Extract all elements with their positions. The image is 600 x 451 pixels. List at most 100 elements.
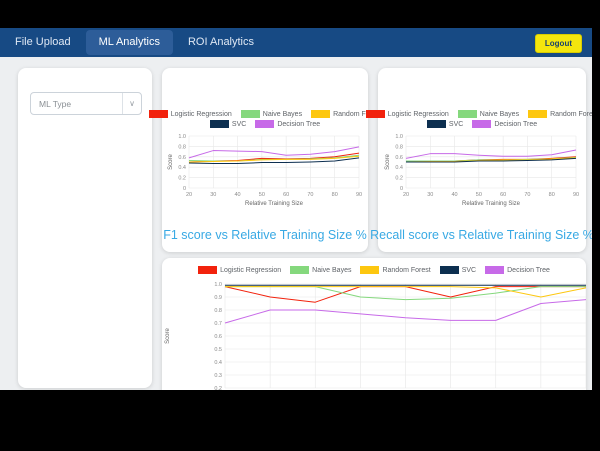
legend-item-svc[interactable]: SVC (426, 120, 464, 128)
legend-item-random-forest[interactable]: Random Forest (311, 110, 381, 118)
legend-label: Naive Bayes (312, 266, 352, 274)
ml-type-select[interactable]: ML Type ∨ (30, 92, 142, 115)
legend-label: SVC (461, 266, 477, 274)
legend-label: Decision Tree (507, 266, 550, 274)
svg-text:Relative Training Size: Relative Training Size (245, 201, 304, 207)
legend-swatch (528, 110, 548, 118)
legend-label: Random Forest (382, 266, 431, 274)
legend-swatch (360, 266, 380, 274)
svg-text:80: 80 (549, 192, 555, 198)
svg-text:90: 90 (573, 192, 579, 198)
legend-item-random-forest[interactable]: Random Forest (360, 266, 431, 274)
legend-label: Decision Tree (494, 120, 538, 128)
svg-text:1.0: 1.0 (178, 134, 186, 140)
tab-ml-analytics[interactable]: ML Analytics (85, 30, 173, 55)
svg-text:70: 70 (307, 192, 313, 198)
svg-text:40: 40 (452, 192, 458, 198)
svg-text:0: 0 (183, 186, 186, 192)
svg-text:50: 50 (476, 192, 482, 198)
svg-text:0.4: 0.4 (214, 360, 222, 366)
legend-swatch (148, 110, 168, 118)
legend-swatch (311, 110, 331, 118)
svg-text:0.8: 0.8 (214, 308, 222, 314)
legend-item-naive-bayes[interactable]: Naive Bayes (240, 110, 303, 118)
svg-text:0.7: 0.7 (214, 321, 222, 327)
legend-label: Logistic Regression (170, 110, 232, 118)
svg-text:30: 30 (427, 192, 433, 198)
legend-swatch (240, 110, 260, 118)
svg-text:20: 20 (186, 192, 192, 198)
legend-swatch (472, 120, 492, 128)
legend-swatch (439, 266, 459, 274)
svg-text:Score: Score (168, 154, 174, 170)
legend-swatch (457, 110, 477, 118)
svg-text:30: 30 (210, 192, 216, 198)
svg-text:1.0: 1.0 (214, 282, 222, 288)
svg-text:20: 20 (403, 192, 409, 198)
legend-item-svc[interactable]: SVC (209, 120, 247, 128)
tab-file-upload[interactable]: File Upload (15, 36, 71, 48)
legend-item-decision-tree[interactable]: Decision Tree (255, 120, 320, 128)
legend-item-svc[interactable]: SVC (439, 266, 477, 274)
svg-text:0.6: 0.6 (395, 155, 403, 161)
svg-text:Score: Score (385, 154, 391, 170)
ml-type-select-value: ML Type (39, 98, 72, 109)
svg-text:70: 70 (524, 192, 530, 198)
legend-label: Logistic Regression (387, 110, 449, 118)
bottom-line-chart: 1020304050607080901.00.90.80.70.60.50.40… (165, 282, 586, 390)
legend-swatch (255, 120, 275, 128)
legend-item-decision-tree[interactable]: Decision Tree (485, 266, 550, 274)
svg-text:0.3: 0.3 (214, 373, 222, 379)
legend-label: SVC (448, 120, 464, 128)
svg-text:50: 50 (259, 192, 265, 198)
legend-item-logistic-regression[interactable]: Logistic Regression (148, 110, 232, 118)
svg-text:0.4: 0.4 (395, 165, 403, 171)
svg-text:40: 40 (235, 192, 241, 198)
legend-label: Naive Bayes (262, 110, 303, 118)
legend-swatch (485, 266, 505, 274)
legend-swatch (209, 120, 229, 128)
svg-text:0.4: 0.4 (178, 165, 186, 171)
logout-button[interactable]: Logout (534, 34, 582, 53)
svg-text:0: 0 (400, 186, 403, 192)
legend-item-logistic-regression[interactable]: Logistic Regression (365, 110, 449, 118)
svg-text:80: 80 (332, 192, 338, 198)
legend-item-decision-tree[interactable]: Decision Tree (472, 120, 537, 128)
legend-label: Logistic Regression (220, 266, 282, 274)
legend-swatch (365, 110, 385, 118)
legend-swatch (198, 266, 218, 274)
recall-chart-card: Logistic Regression Naive Bayes Random F… (365, 68, 592, 252)
svg-text:1.0: 1.0 (395, 134, 403, 140)
svg-text:0.2: 0.2 (395, 176, 403, 182)
svg-text:0.9: 0.9 (214, 295, 222, 301)
legend-label: Naive Bayes (479, 110, 520, 118)
legend-item-logistic-regression[interactable]: Logistic Regression (198, 266, 281, 274)
svg-text:0.8: 0.8 (178, 144, 186, 150)
legend-item-random-forest[interactable]: Random Forest (528, 110, 592, 118)
app-window: File Upload ML Analytics ROI Analytics L… (0, 28, 592, 390)
tab-roi-analytics[interactable]: ROI Analytics (187, 36, 255, 48)
sidebar-card: ML Type ∨ (18, 68, 152, 388)
recall-line-chart: 20 30 40 50 60 70 80 90 1.0 0.8 0.6 0.4 0.2 0 Relative… (385, 134, 579, 207)
f1-chart-card: Logistic Regression Naive Bayes Random F… (148, 68, 381, 252)
svg-text:Relative Training Size: Relative Training Size (462, 201, 521, 207)
legend-label: SVC (231, 120, 247, 128)
svg-text:0.6: 0.6 (214, 334, 222, 340)
f1-chart-title: F1 score vs Relative Training Size % (163, 228, 367, 242)
svg-text:60: 60 (500, 192, 506, 198)
svg-text:0.2: 0.2 (178, 176, 186, 182)
legend-item-naive-bayes[interactable]: Naive Bayes (290, 266, 351, 274)
bottom-chart-legend: Logistic Regression Naive Bayes Random F… (162, 266, 586, 274)
recall-chart-legend: Logistic Regression Naive Bayes Random F… (365, 110, 592, 128)
svg-text:60: 60 (283, 192, 289, 198)
svg-text:0.5: 0.5 (214, 347, 222, 353)
chevron-down-icon[interactable]: ∨ (122, 93, 141, 114)
legend-item-naive-bayes[interactable]: Naive Bayes (457, 110, 520, 118)
svg-text:90: 90 (356, 192, 362, 198)
legend-label: Random Forest (333, 110, 382, 118)
nav-bar: File Upload ML Analytics ROI Analytics L… (0, 28, 592, 57)
svg-text:0.8: 0.8 (395, 144, 403, 150)
svg-text:Score: Score (165, 328, 171, 344)
f1-line-chart: 20 30 40 50 60 70 80 90 1.0 0.8 0.6 0.4 0.2 0 Relative… (168, 134, 362, 207)
legend-label: Decision Tree (277, 120, 321, 128)
